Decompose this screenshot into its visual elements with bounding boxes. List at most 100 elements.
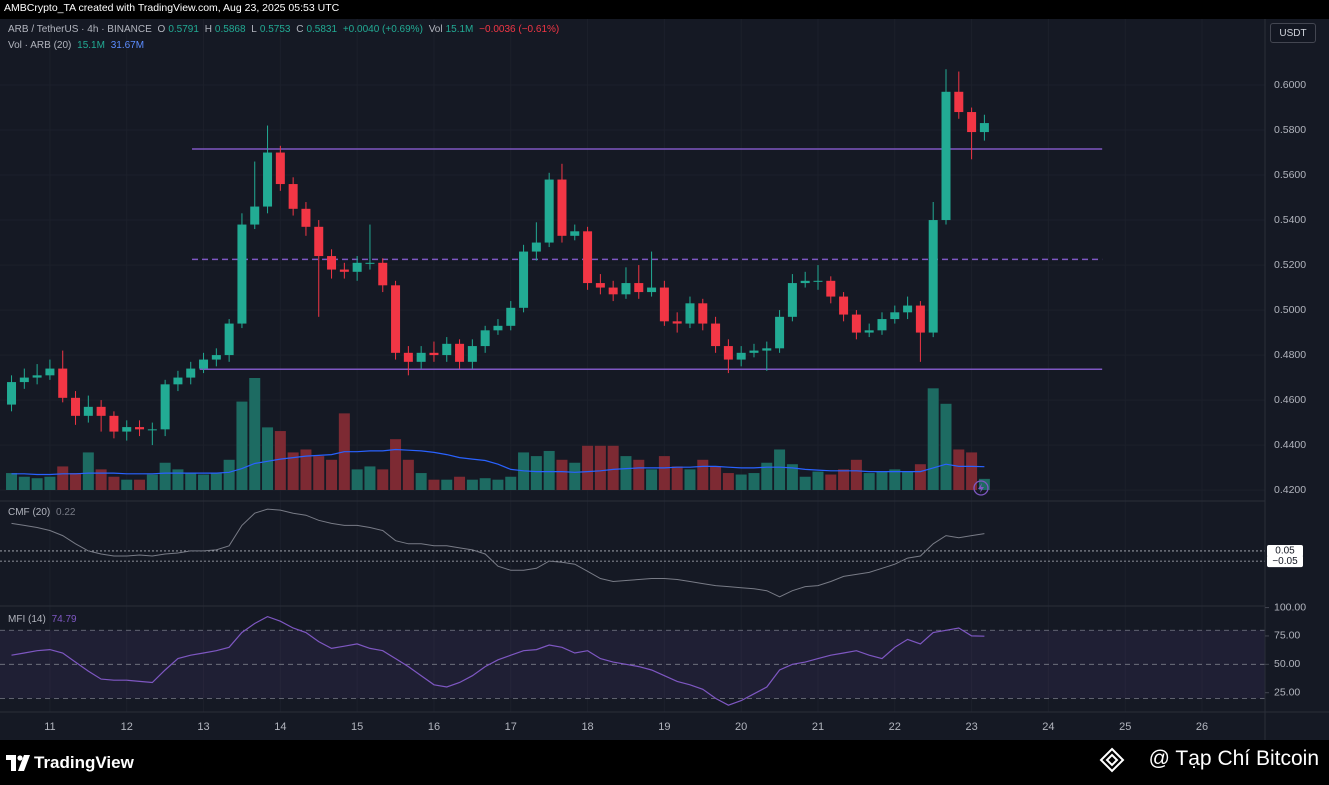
candle-body: [378, 262, 388, 286]
candle-body: [45, 368, 55, 376]
candle-body: [659, 287, 669, 322]
candle-body: [314, 226, 324, 257]
x-tick-label: 21: [812, 721, 824, 733]
x-tick-label: 26: [1196, 721, 1208, 733]
volume-legend: Vol · ARB (20) 15.1M 31.67M: [8, 40, 147, 51]
volume-bar: [198, 474, 210, 490]
x-tick-label: 18: [581, 721, 593, 733]
volume-bar: [953, 449, 965, 490]
price-axis-background: [1265, 19, 1329, 740]
volume-bar: [633, 459, 645, 490]
credit-icon: [1099, 747, 1125, 773]
candle-body: [826, 280, 836, 297]
candle-body: [557, 179, 567, 236]
mfi-tick-label: 50.00: [1274, 658, 1300, 670]
vol-change: −0.0036 (−0.61%): [479, 24, 560, 35]
volume-bar: [223, 459, 235, 490]
candle-body: [711, 323, 721, 347]
y-tick-label: 0.4400: [1274, 439, 1306, 451]
volume-bar: [978, 478, 990, 490]
candle-body: [58, 368, 68, 398]
ohlc-letter: L: [251, 24, 257, 35]
candle-body: [595, 283, 605, 288]
candle-body: [672, 321, 682, 324]
volume-bar: [620, 456, 632, 490]
volume-bar: [492, 479, 504, 490]
volume-bar: [722, 473, 734, 490]
candle-body: [211, 355, 221, 360]
candle-body: [787, 283, 797, 317]
volume-bar: [274, 431, 286, 490]
candle-body: [122, 427, 132, 432]
ohlc-letter: C: [296, 24, 304, 35]
ohlc-letter: H: [204, 24, 212, 35]
event-icon[interactable]: [973, 480, 989, 496]
candle-body: [519, 251, 529, 308]
x-tick-label: 15: [351, 721, 363, 733]
cmf-title: CMF (20): [8, 507, 51, 518]
volume-bar: [31, 478, 43, 490]
volume-bar: [146, 474, 158, 490]
ohlc-value: 0.5868: [214, 24, 246, 35]
volume-bar: [569, 462, 581, 490]
mfi-line: [11, 615, 985, 706]
candle-body: [506, 307, 516, 326]
logo-shape: [6, 755, 30, 771]
ohlc-value: 0.5831: [306, 24, 338, 35]
change: +0.0040 (+0.69%): [342, 24, 423, 35]
volume-bar: [927, 388, 939, 490]
candle-body: [96, 406, 106, 416]
volume-bar: [863, 473, 875, 490]
volume-bar: [940, 403, 952, 490]
volume-bar: [774, 449, 786, 490]
volume-bar: [134, 479, 146, 490]
candle-body: [7, 382, 17, 405]
cmf-tick-label: −0.05: [1272, 556, 1298, 567]
x-tick-label: 25: [1119, 721, 1131, 733]
candle-body: [839, 296, 849, 315]
footer-credit: @ Tạp Chí Bitcoin: [1148, 747, 1319, 770]
cmf-tick-box: [1267, 555, 1303, 568]
candle-body: [890, 312, 900, 320]
currency-button[interactable]: USDT: [1270, 23, 1316, 43]
candle-body: [339, 269, 349, 272]
volume-bar: [82, 452, 94, 490]
credit-diamond: [1099, 747, 1125, 773]
candle-body: [941, 91, 951, 221]
x-tick-label: 13: [197, 721, 209, 733]
tradingview-logo: [6, 755, 30, 771]
volume-bar: [902, 471, 914, 490]
candle-body: [800, 280, 810, 284]
volume-bar: [505, 476, 517, 490]
candle-body: [391, 285, 401, 353]
volume-bar: [18, 476, 30, 490]
candle-body: [237, 224, 247, 324]
y-tick-label: 0.5000: [1274, 304, 1306, 316]
cmf-line: [11, 508, 985, 598]
volume-bar: [582, 445, 594, 490]
candle-body: [851, 314, 861, 333]
volume-ma-value: 31.67M: [110, 40, 145, 51]
candle-body: [429, 352, 439, 356]
candle-body: [32, 375, 42, 378]
x-tick-label: 12: [121, 721, 133, 733]
volume-bar: [108, 476, 120, 490]
candle-body: [467, 346, 477, 362]
volume-bar: [428, 479, 440, 490]
candle-body: [954, 91, 964, 113]
volume-bar: [262, 427, 274, 490]
volume-bar: [594, 445, 606, 490]
candle-body: [109, 415, 119, 432]
candle-body: [813, 280, 823, 282]
volume-bar: [377, 469, 389, 490]
volume-bar: [351, 469, 363, 490]
candle-body: [327, 256, 337, 270]
volume-bar: [454, 476, 466, 490]
volume-bar: [479, 478, 491, 490]
cmf-legend: CMF (20) 0.22: [8, 507, 78, 518]
volume-bar: [415, 473, 427, 490]
candle-body: [224, 323, 234, 356]
event-icon-bolt: [978, 483, 984, 493]
y-tick-label: 0.4200: [1274, 484, 1306, 496]
